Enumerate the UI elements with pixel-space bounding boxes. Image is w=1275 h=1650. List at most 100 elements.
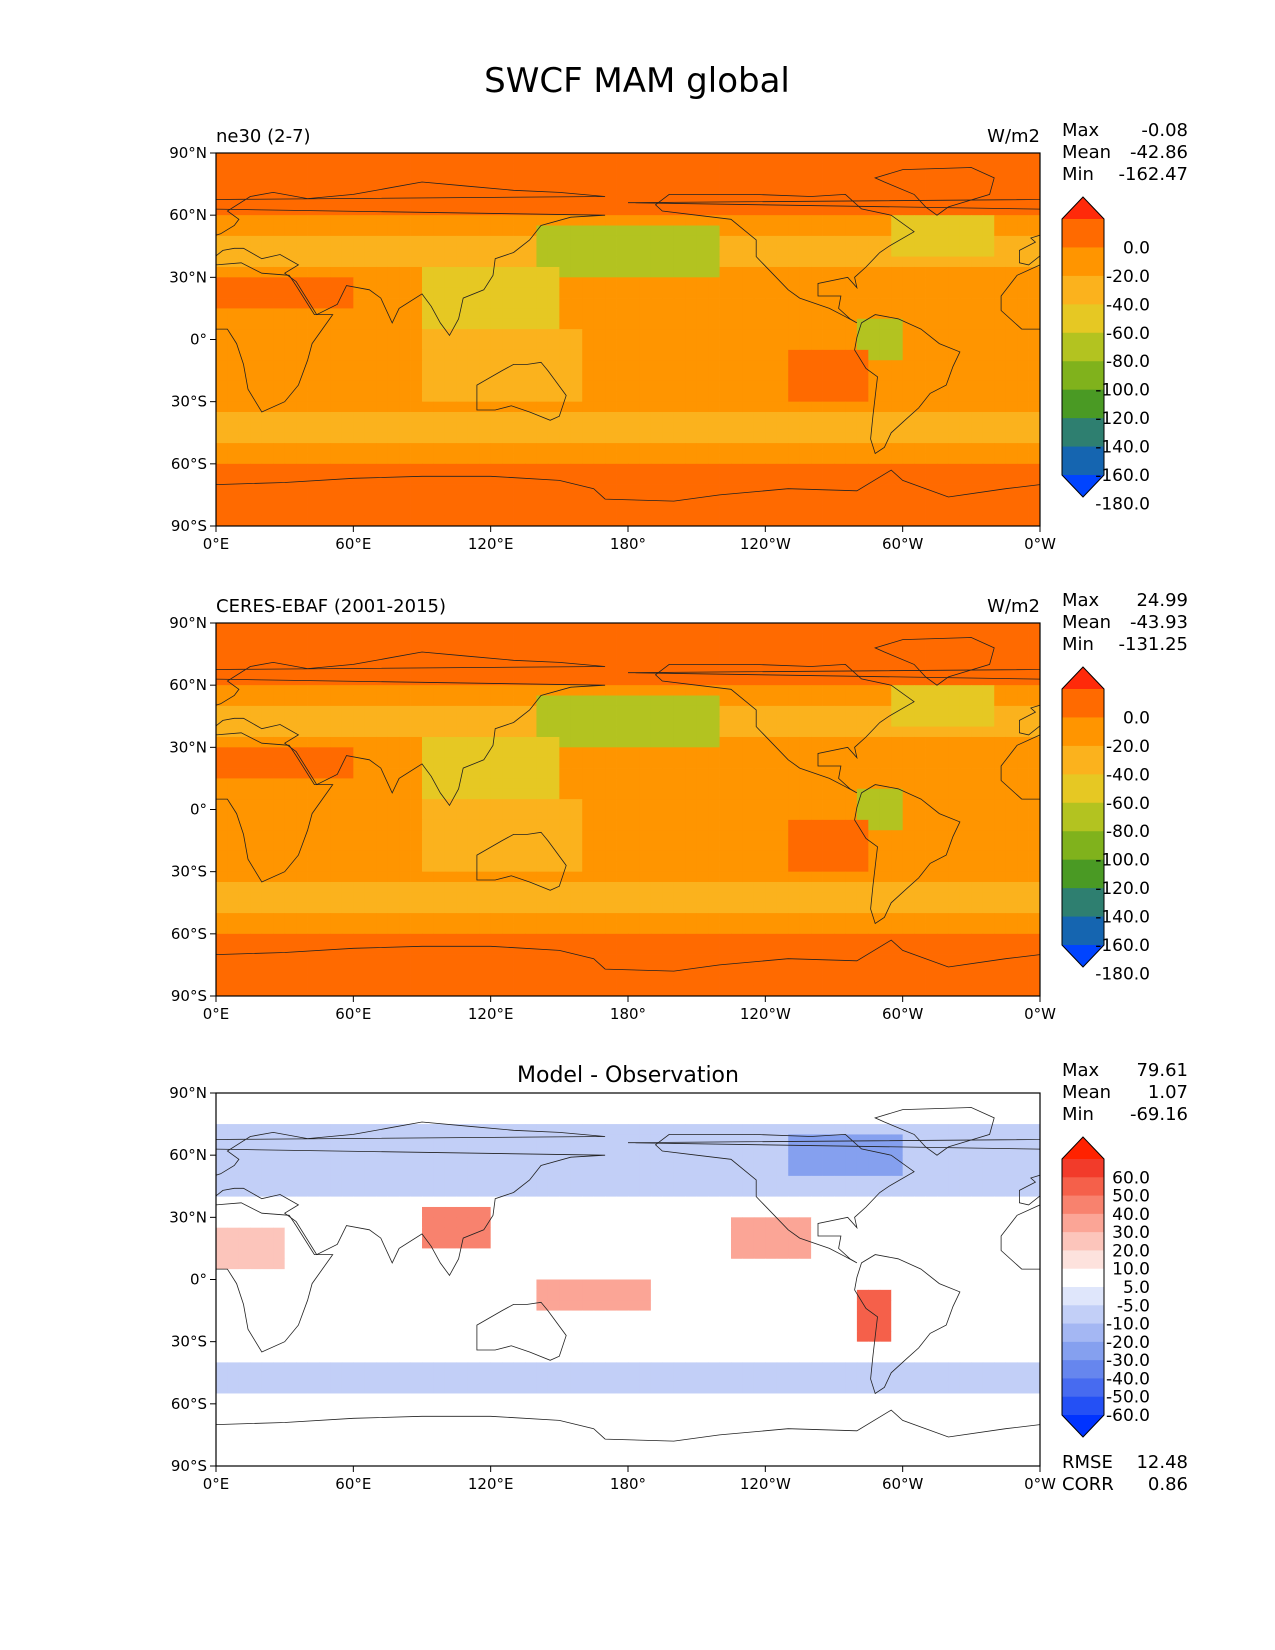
field-cell (444, 256, 457, 268)
field-cell (731, 788, 743, 800)
field-cell (502, 716, 514, 728)
field-cell (982, 716, 995, 728)
field-cell (433, 266, 446, 278)
field-cell (959, 266, 972, 278)
field-cell (765, 933, 778, 945)
field-cell (387, 788, 400, 800)
field-cell (330, 163, 343, 175)
field-cell (296, 277, 308, 289)
field-cell (433, 215, 446, 226)
field-cell (891, 256, 904, 268)
field-cell (914, 861, 926, 873)
field-cell (227, 664, 240, 676)
field-cell (845, 412, 858, 423)
field-cell (776, 339, 789, 351)
field-cell (525, 933, 537, 945)
field-cell (387, 256, 400, 268)
coastline-eurasia-wrap (216, 181, 606, 337)
field-cell (845, 153, 858, 164)
field-cell (742, 757, 755, 769)
field-cell (593, 654, 606, 665)
field-cell (616, 432, 629, 444)
field-cell (536, 318, 549, 330)
field-cell (502, 954, 514, 966)
field-cell (250, 287, 263, 299)
field-cell (879, 474, 892, 485)
field-cell (914, 463, 926, 475)
field-cell (811, 339, 823, 351)
field-cell (696, 840, 709, 852)
field-cell (490, 643, 503, 655)
field-cell (467, 643, 480, 655)
field-cell (971, 736, 984, 748)
field-cell (914, 401, 926, 413)
stat-label: Max (1062, 120, 1100, 141)
field-cell (238, 308, 251, 320)
field-cell (902, 819, 915, 831)
field-cell (811, 923, 823, 935)
field-cell (868, 726, 881, 738)
field-cell (364, 235, 377, 247)
field-cell (307, 726, 320, 738)
colorbar-segment (1062, 361, 1104, 391)
field-cell (582, 788, 595, 800)
field-cell (284, 505, 297, 517)
field-cell (1017, 933, 1029, 945)
field-cell (456, 861, 469, 873)
field-cell (444, 463, 457, 475)
field-cell (250, 809, 263, 821)
field-cell (948, 882, 961, 893)
field-cell (444, 840, 457, 852)
field-cell (948, 474, 961, 485)
field-cell (547, 432, 560, 444)
field-cell (708, 944, 720, 955)
field-cell (250, 235, 263, 247)
field-cell (307, 674, 320, 686)
field-cell (822, 674, 835, 686)
field-cell (525, 256, 537, 268)
field-cell (250, 474, 263, 485)
field-cell (788, 443, 801, 454)
field-cell (444, 287, 457, 299)
field-cell (410, 850, 423, 862)
field-cell (582, 840, 595, 852)
field-cell (937, 287, 949, 299)
field-cell (673, 256, 686, 268)
field-cell (1017, 204, 1029, 216)
field-cell (959, 235, 972, 247)
field-cell (284, 453, 297, 465)
field-cell (708, 360, 720, 371)
field-cell (788, 277, 801, 289)
field-cell (891, 685, 904, 696)
field-cell (673, 246, 686, 258)
field-cell (216, 349, 228, 361)
field-cell (834, 623, 846, 634)
field-cell (1017, 246, 1029, 258)
field-cell (753, 623, 766, 634)
field-cell (753, 505, 766, 517)
field-cell (570, 840, 583, 852)
field-cell (399, 308, 411, 320)
field-cell (708, 298, 720, 309)
field-cell (387, 933, 400, 945)
field-cell (341, 380, 354, 392)
field-cell (227, 633, 240, 645)
field-cell (753, 830, 766, 841)
field-cell (525, 298, 537, 309)
field-cell (547, 716, 560, 728)
field-cell (399, 287, 411, 299)
field-cell (982, 840, 995, 852)
field-cell (971, 861, 984, 873)
field-cell (250, 933, 263, 945)
field-cell (753, 633, 766, 645)
field-cell (799, 256, 812, 268)
field-cell (845, 339, 858, 351)
field-cell (547, 788, 560, 800)
field-cell (971, 623, 984, 634)
field-cell (238, 736, 251, 748)
y-tick-label: 30°S (171, 393, 207, 411)
field-cell (879, 235, 892, 247)
field-cell (456, 799, 469, 810)
field-cell (513, 163, 526, 175)
field-cell (1017, 633, 1029, 645)
